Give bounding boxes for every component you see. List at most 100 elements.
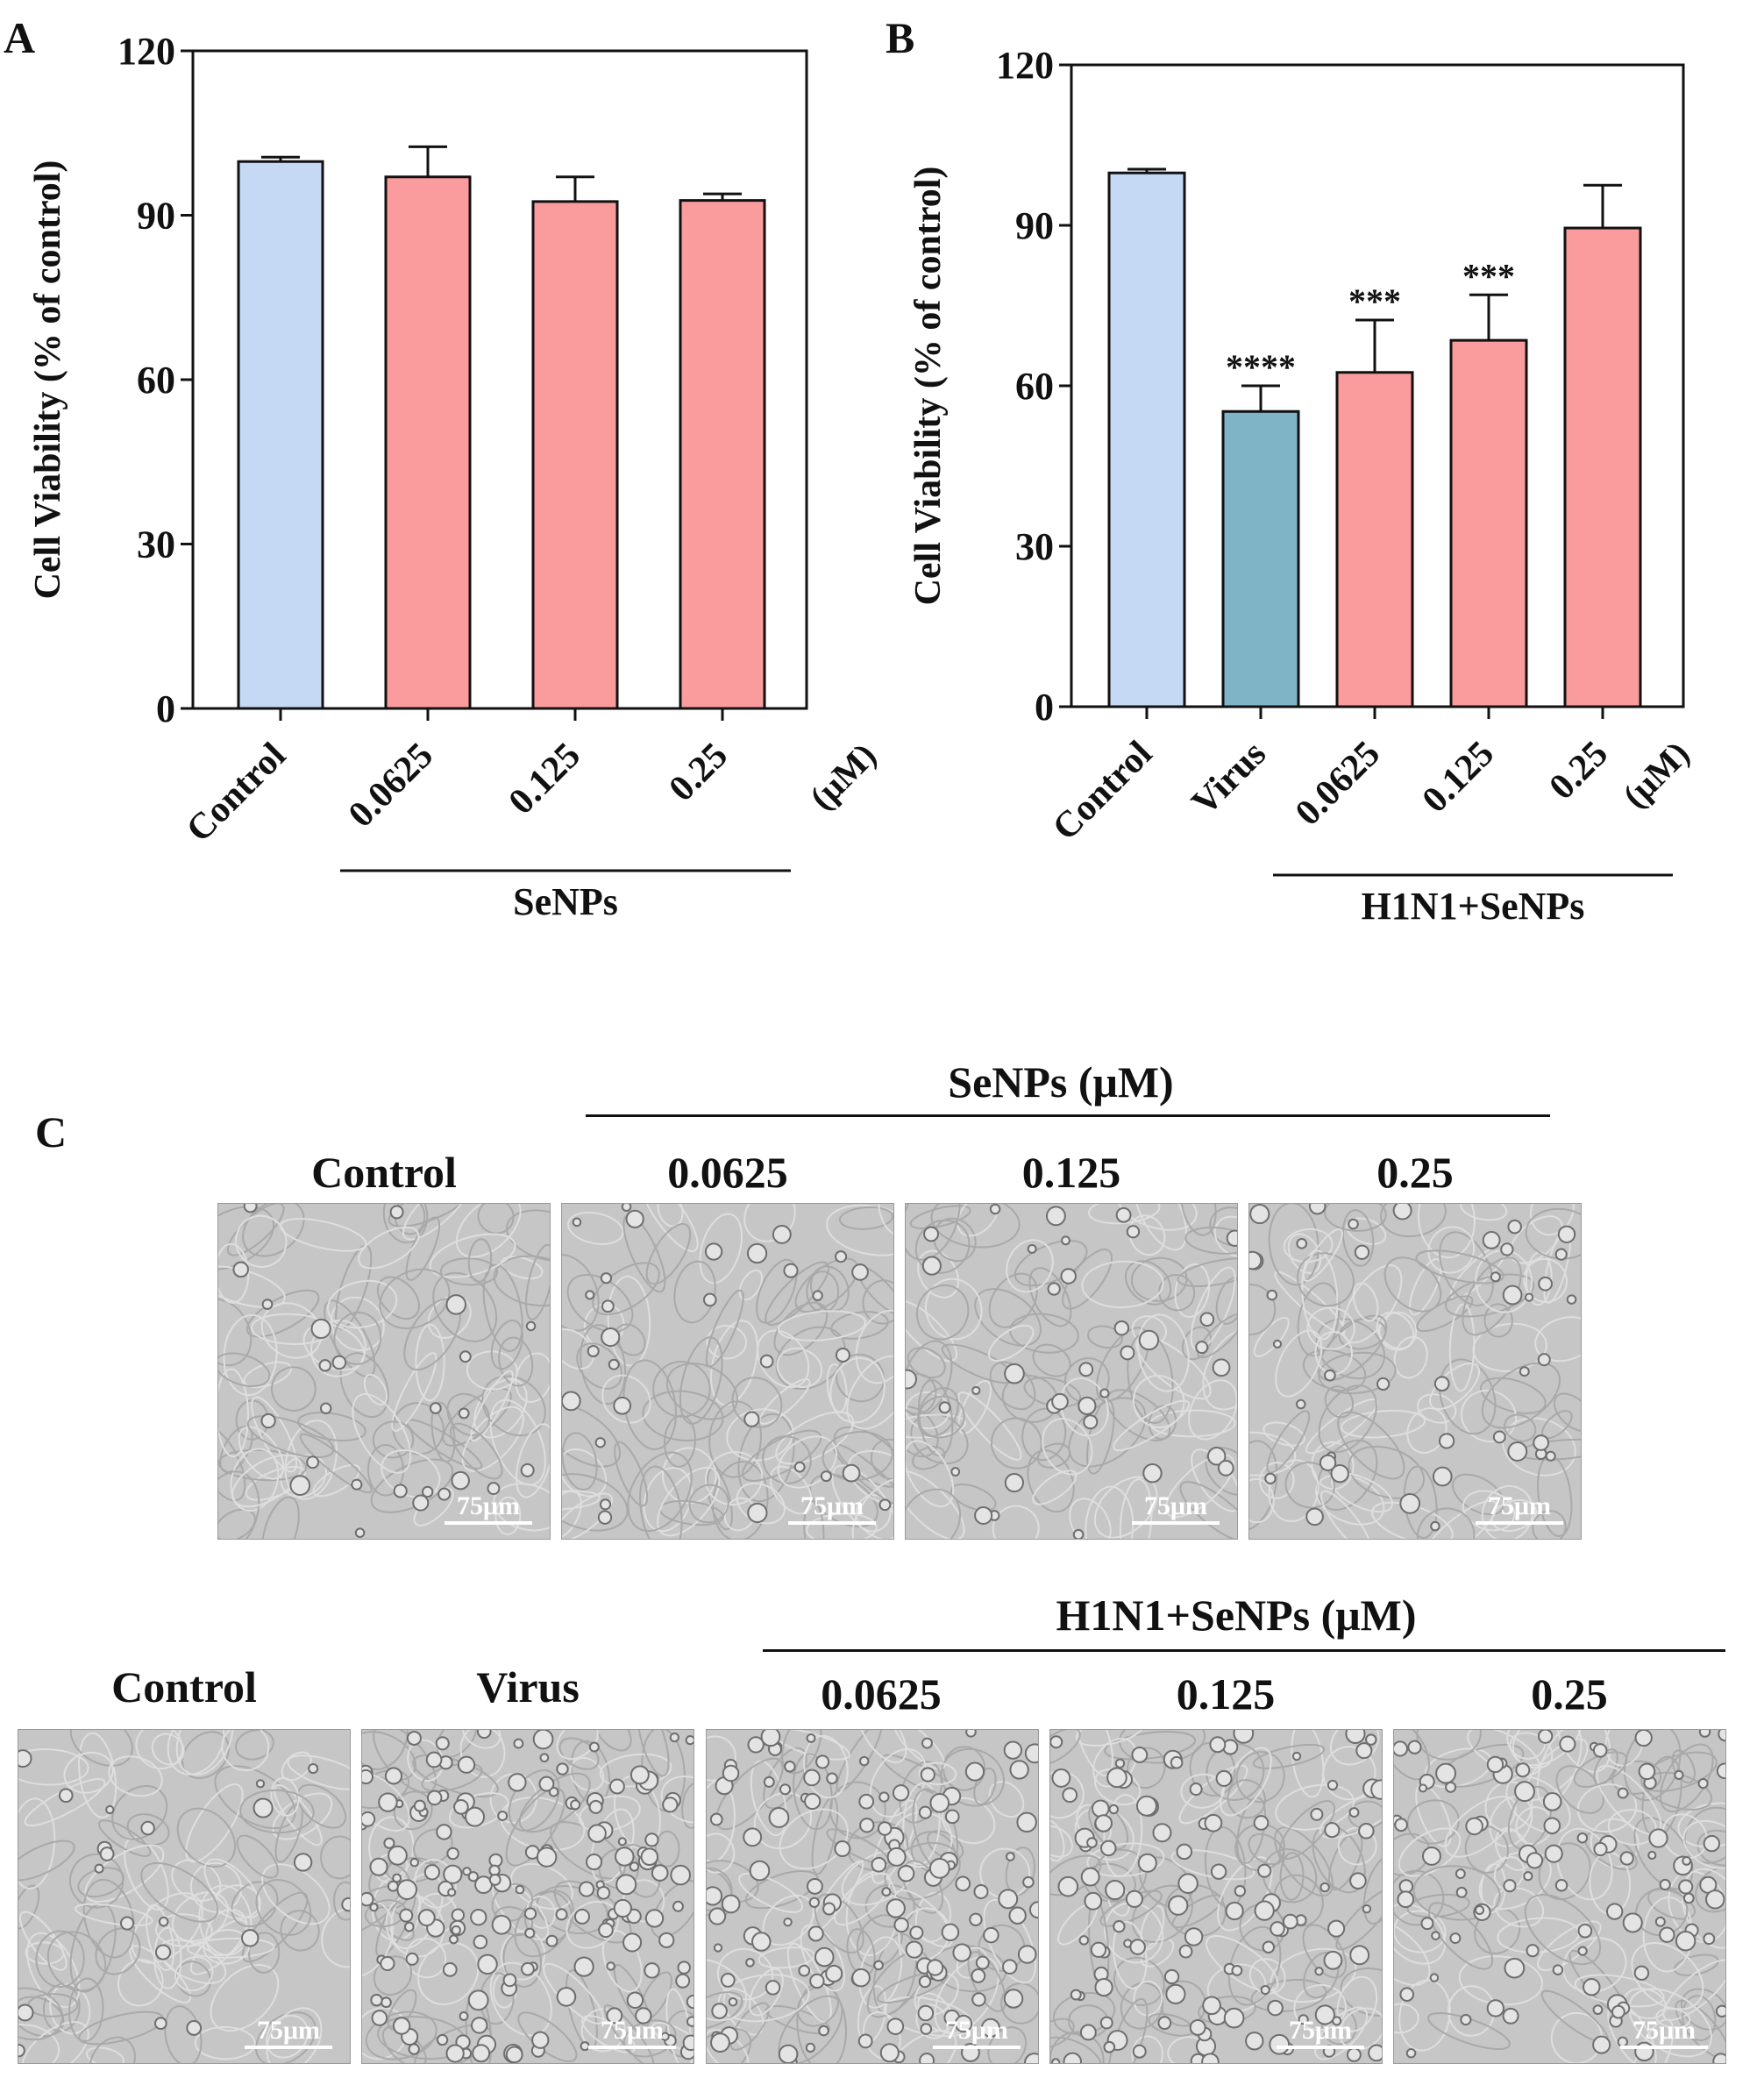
cell-outline	[858, 1936, 903, 2009]
round-cell	[502, 1973, 517, 1988]
cell-outline	[231, 1454, 302, 1508]
round-cell	[1129, 1939, 1146, 1955]
cell-outline	[405, 1937, 447, 1979]
round-cell	[806, 1733, 816, 1743]
cell-outline	[826, 1204, 893, 1256]
round-cell	[525, 1320, 537, 1332]
round-cell	[941, 1923, 960, 1942]
round-cell	[859, 1818, 875, 1833]
round-cell	[417, 1909, 436, 1927]
round-cell	[929, 1793, 950, 1813]
round-cell	[362, 1811, 376, 1827]
y-tick-label: 30	[1015, 525, 1054, 568]
cell-outline	[1050, 1819, 1065, 1862]
cell-outline	[1174, 1263, 1211, 1319]
round-cell	[1062, 1787, 1078, 1804]
round-cell	[465, 1806, 486, 1827]
round-cell	[1654, 1916, 1666, 1927]
round-cell	[763, 1776, 775, 1788]
round-cell	[1349, 1945, 1370, 1966]
cell-outline	[35, 1930, 85, 1989]
row2-label-virus: Virus	[476, 1662, 580, 1712]
round-cell	[835, 1250, 848, 1263]
round-cell	[1024, 1743, 1038, 1764]
cell-outline	[769, 1465, 813, 1515]
round-cell	[310, 1318, 331, 1340]
cell-outline	[75, 1903, 153, 1927]
significance-mark: ***	[1462, 256, 1515, 295]
round-cell	[1080, 1867, 1100, 1887]
round-cell	[897, 1864, 915, 1882]
round-cell	[1051, 1392, 1069, 1411]
cell-outline	[255, 2011, 317, 2063]
cell-outline	[333, 1311, 382, 1365]
round-cell	[462, 1867, 472, 1876]
micrograph-texture: 75μm	[18, 1730, 350, 2063]
cell-outline	[242, 1204, 305, 1257]
round-cell	[702, 1292, 717, 1307]
cell-outline	[1318, 1351, 1397, 1395]
round-cell	[878, 1791, 890, 1803]
round-cell	[629, 1861, 640, 1872]
round-cell	[1165, 1983, 1186, 2004]
cell-outline	[1274, 1826, 1334, 1897]
cell-outline	[773, 1301, 829, 1356]
round-cell	[1592, 1743, 1608, 1758]
cell-outline	[151, 1733, 185, 1766]
round-cell	[473, 1934, 488, 1950]
round-cell	[446, 1847, 459, 1861]
round-cell	[459, 1350, 472, 1363]
round-cell	[1245, 2032, 1264, 2051]
cell-outline	[651, 1880, 694, 1939]
cell-outline	[1252, 1743, 1326, 1769]
round-cell	[1619, 1851, 1634, 1866]
panel-b-letter: B	[886, 13, 915, 62]
bar-Control	[237, 160, 324, 710]
round-cell	[923, 1226, 940, 1242]
round-cell	[711, 2003, 728, 2019]
round-cell	[387, 1880, 399, 1892]
cell-outline	[1116, 1204, 1198, 1231]
round-cell	[1430, 1520, 1440, 1532]
round-cell	[878, 1498, 892, 1512]
round-cell	[1308, 1204, 1327, 1215]
cell-outline	[414, 2024, 492, 2063]
cell-outline	[1555, 1765, 1604, 1814]
round-cell	[1418, 1783, 1428, 1793]
round-cell	[515, 1884, 525, 1895]
cell-outline	[333, 1881, 350, 1921]
cell-outline	[1059, 1377, 1109, 1437]
cell-outline	[1362, 1854, 1382, 1925]
round-cell	[1233, 1730, 1255, 1744]
round-cell	[370, 1994, 383, 2007]
round-cell	[1051, 1768, 1071, 1788]
round-cell	[1715, 2004, 1725, 2018]
micrograph-texture: 75μm	[906, 1204, 1237, 1539]
round-cell	[881, 1887, 892, 1897]
round-cell	[989, 1204, 1001, 1215]
cell-outline	[1640, 1751, 1718, 1792]
cell-outline	[665, 2010, 694, 2058]
cell-outline	[69, 1730, 133, 1767]
cell-outline	[699, 1213, 743, 1285]
scale-bar	[788, 1521, 876, 1525]
round-cell	[409, 1857, 420, 1868]
round-cell	[851, 1263, 869, 1281]
round-cell	[975, 1955, 990, 1970]
cell-outline	[175, 1730, 234, 1776]
round-cell	[448, 1934, 459, 1945]
round-cell	[1314, 2004, 1335, 2025]
cell-outline	[673, 1260, 716, 1324]
round-cell	[1545, 1450, 1556, 1462]
round-cell	[1438, 1433, 1455, 1449]
round-cell	[973, 1883, 989, 1900]
cell-outline	[221, 1730, 270, 1772]
cell-outline	[1416, 1507, 1476, 1539]
round-cell	[388, 1845, 408, 1866]
cell-outline	[382, 1204, 429, 1244]
round-cell	[873, 1960, 884, 1971]
cell-outline	[388, 1204, 471, 1228]
cell-outline	[803, 1499, 825, 1539]
row1-header-line	[586, 1114, 1550, 1117]
round-cell	[917, 2004, 935, 2022]
